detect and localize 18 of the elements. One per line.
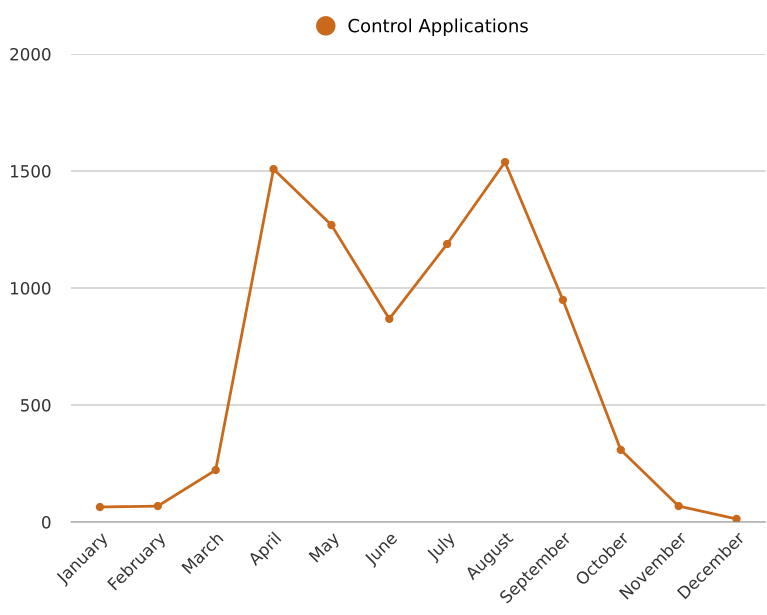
legend-label: Control Applications [348, 18, 528, 36]
point [674, 502, 683, 510]
point [96, 502, 104, 512]
point [212, 466, 220, 474]
y-tick-label: 0 [42, 516, 50, 529]
point [269, 164, 278, 174]
point [616, 446, 625, 454]
y-tick-label: 1500 [10, 164, 50, 178]
point [385, 314, 394, 324]
point [500, 158, 510, 166]
point [558, 296, 568, 304]
y-tick-label: 1000 [10, 282, 50, 295]
point [732, 514, 741, 522]
y-tick-label: 2000 [10, 48, 50, 61]
point [443, 240, 452, 248]
point [327, 220, 336, 230]
y-tick-label: 500 [21, 398, 50, 412]
point [154, 502, 162, 510]
